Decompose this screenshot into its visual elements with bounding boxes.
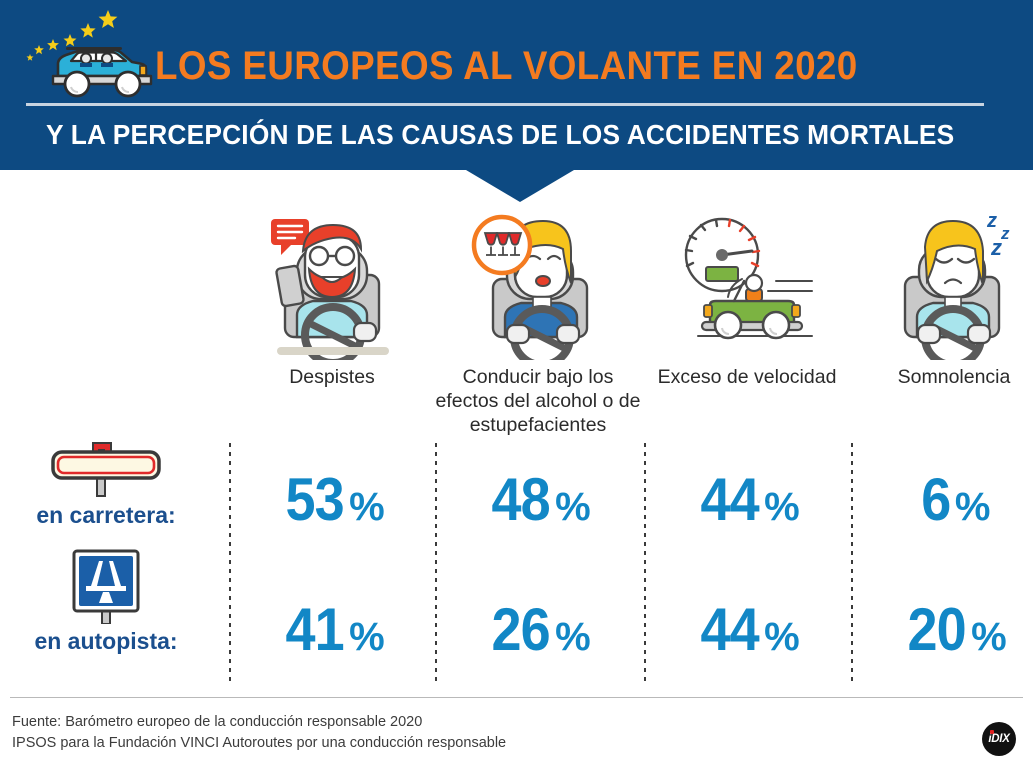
page-subtitle: Y LA PERCEPCIÓN DE LAS CAUSAS DE LOS ACC… xyxy=(46,119,955,150)
percent-symbol: % xyxy=(971,615,1007,659)
idix-dot-icon xyxy=(990,730,994,734)
column-header-velocidad: Exceso de velocidad xyxy=(644,205,850,390)
svg-text:z: z xyxy=(990,235,1002,260)
percent-symbol: % xyxy=(349,615,385,659)
column-separator xyxy=(435,443,437,683)
value-number: 53 xyxy=(285,466,345,533)
header-title-row: LOS EUROPEOS AL VOLANTE EN 2020 xyxy=(0,0,1033,103)
header-notch-arrow xyxy=(466,170,574,202)
column-separator xyxy=(644,443,646,683)
distracted-driver-phone-icon xyxy=(271,219,389,360)
page-title: LOS EUROPEOS AL VOLANTE EN 2020 xyxy=(155,44,858,88)
value-autopista-despistes: 41% xyxy=(229,595,435,664)
value-carretera-velocidad: 44% xyxy=(644,465,850,534)
sleepy-driver-zzz-icon: z z z xyxy=(903,210,1010,360)
value-carretera-despistes: 53% xyxy=(229,465,435,534)
column-separator xyxy=(229,443,231,683)
column-separator xyxy=(851,443,853,683)
value-number: 48 xyxy=(491,466,551,533)
value-number: 20 xyxy=(907,596,967,663)
value-number: 44 xyxy=(700,466,760,533)
svg-text:z: z xyxy=(986,210,997,232)
header-banner: LOS EUROPEOS AL VOLANTE EN 2020 Y LA PER… xyxy=(0,0,1033,170)
column-label: Conducir bajo los efectos del alcohol o … xyxy=(435,366,641,436)
value-autopista-somnolencia: 20% xyxy=(851,595,1033,664)
value-carretera-somnolencia: 6% xyxy=(851,465,1033,534)
value-number: 26 xyxy=(491,596,551,663)
column-header-despistes: Despistes xyxy=(229,205,435,390)
percent-symbol: % xyxy=(555,615,591,659)
source-note: Fuente: Barómetro europeo de la conducci… xyxy=(12,712,506,754)
source-line-1: Fuente: Barómetro europeo de la conducci… xyxy=(12,714,423,730)
road-sign-icon xyxy=(51,442,161,497)
percent-symbol: % xyxy=(349,485,385,529)
value-number: 44 xyxy=(700,596,760,663)
value-carretera-alcohol: 48% xyxy=(435,465,641,534)
percent-symbol: % xyxy=(764,615,800,659)
motorway-sign-icon xyxy=(72,549,140,624)
column-label: Despistes xyxy=(289,366,375,388)
percent-symbol: % xyxy=(954,485,991,529)
column-label: Exceso de velocidad xyxy=(657,366,837,388)
footer-divider xyxy=(10,697,1023,698)
column-header-alcohol: Conducir bajo los efectos del alcohol o … xyxy=(435,205,641,437)
value-autopista-velocidad: 44% xyxy=(644,595,850,664)
header-divider xyxy=(26,103,984,106)
row-header-carretera: en carretera: xyxy=(0,440,212,529)
svg-text:z: z xyxy=(1000,224,1010,243)
value-autopista-alcohol: 26% xyxy=(435,595,641,664)
value-number: 6 xyxy=(920,466,951,533)
speedometer-green-car-icon xyxy=(684,217,813,340)
percent-symbol: % xyxy=(764,485,800,529)
drunk-driver-wine-glasses-icon xyxy=(471,214,589,360)
idix-logo-text: iDIX xyxy=(988,733,1010,745)
row-header-autopista: en autopista: xyxy=(0,548,212,655)
percent-symbol: % xyxy=(555,485,591,529)
row-label: en carretera: xyxy=(36,502,176,528)
column-label: Somnolencia xyxy=(897,366,1011,388)
row-label: en autopista: xyxy=(34,628,178,654)
column-header-somnolencia: z z z Somnolencia xyxy=(851,205,1033,390)
value-number: 41 xyxy=(285,596,345,663)
source-line-2: IPSOS para la Fundación VINCI Autoroutes… xyxy=(12,735,507,752)
idix-logo: iDIX xyxy=(982,722,1016,756)
eu-car-icon xyxy=(26,10,153,98)
